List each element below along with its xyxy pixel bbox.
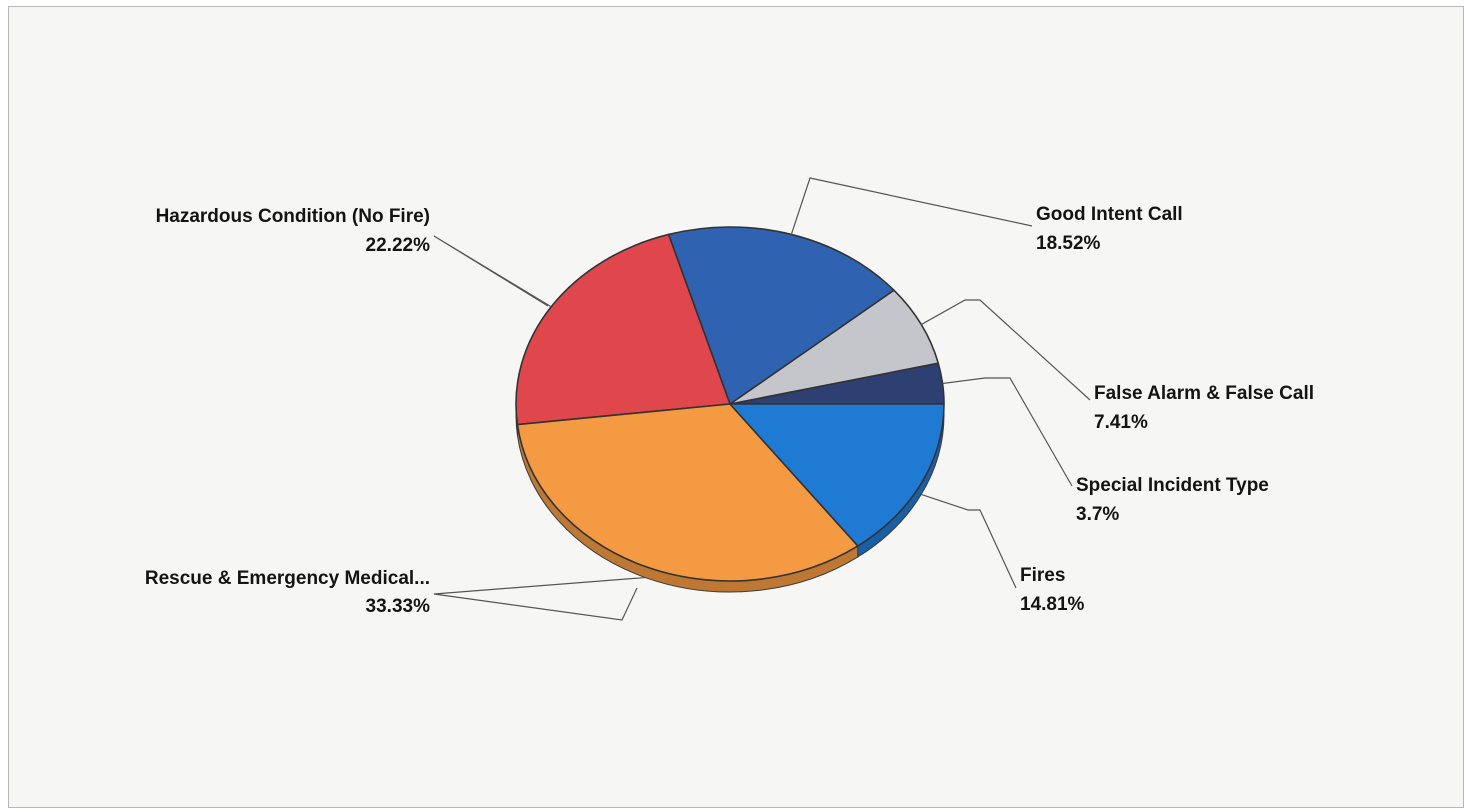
pie-slice-hazardous-condition-no-fire [515,233,731,426]
slice-label-special-incident-type: Special Incident Type 3.7% [1076,475,1269,525]
leader-lines [433,177,1091,621]
leader-line-hazardous-condition-no-fire [433,235,552,308]
slice-name: Hazardous Condition (No Fire) [156,206,430,227]
slice-label-fires: Fires 14.81% [1020,565,1085,615]
leader-line-special-incident-type [942,377,1073,487]
slice-label-false-alarm: False Alarm & False Call 7.41% [1094,383,1314,433]
pie-slice-rescue-emergency-medical [516,403,859,582]
slice-name: Fires [1020,565,1065,586]
slice-percent: 14.81% [1020,594,1085,615]
slice-percent: 18.52% [1036,233,1101,254]
slice-name: False Alarm & False Call [1094,383,1314,404]
slice-percent: 22.22% [366,235,431,256]
slice-name: Rescue & Emergency Medical... [145,568,430,589]
leader-line-good-intent-call [790,177,1033,235]
slice-name: Special Incident Type [1076,475,1269,496]
slice-label-hazardous-condition: Hazardous Condition (No Fire) 22.22% [156,206,431,256]
slice-percent: 33.33% [366,596,431,617]
slice-percent: 3.7% [1076,504,1119,525]
slice-label-rescue-emergency-medical: Rescue & Emergency Medical... 33.33% [145,568,430,617]
slice-percent: 7.41% [1094,412,1148,433]
leader-line-false-alarm-false-call [920,299,1091,401]
leader-line-rescue-emergency-medical [433,576,646,621]
leader-line-fires [921,493,1017,589]
slice-name: Good Intent Call [1036,204,1183,225]
pie-slices [515,226,945,582]
slice-label-good-intent-call: Good Intent Call 18.52% [1036,204,1183,254]
pie-slice-good-intent-call [667,226,895,405]
pie-slice-fires [729,403,945,547]
pie-slice-false-alarm-false-call [729,289,940,405]
